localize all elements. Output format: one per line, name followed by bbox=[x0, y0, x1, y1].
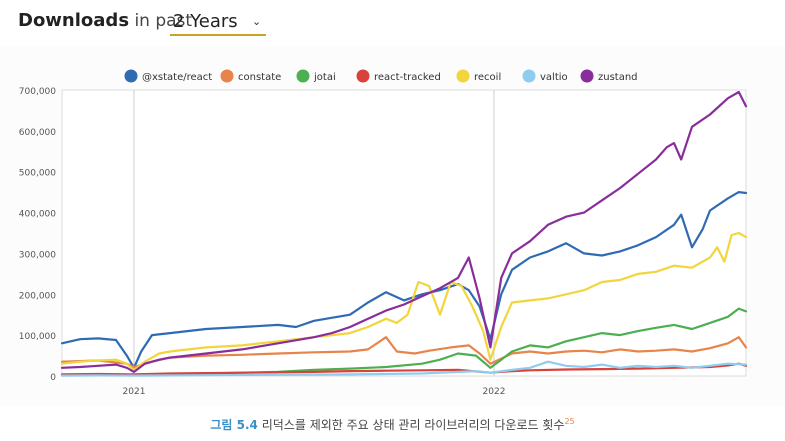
y-tick-label: 500,000 bbox=[19, 169, 56, 179]
y-tick-label: 600,000 bbox=[19, 128, 56, 138]
footnote-number: 25 bbox=[564, 417, 575, 426]
y-tick-label: 100,000 bbox=[19, 332, 56, 342]
title-rest: in past bbox=[129, 11, 193, 31]
legend-label[interactable]: jotai bbox=[313, 72, 336, 83]
header-bar: Downloads in past 2 Years ⌄ bbox=[0, 0, 785, 44]
legend-marker[interactable] bbox=[580, 69, 594, 83]
period-select-value: 2 Years bbox=[173, 11, 238, 32]
page-title: Downloads in past bbox=[18, 10, 192, 31]
legend-label[interactable]: zustand bbox=[598, 72, 638, 83]
figure-caption: 그림 5.4 리덕스를 제외한 주요 상태 관리 라이브러리의 다운로드 횟수2… bbox=[0, 416, 785, 433]
legend-label[interactable]: recoil bbox=[474, 72, 501, 83]
x-tick-label: 2022 bbox=[483, 387, 506, 397]
plot-area bbox=[61, 89, 747, 377]
y-tick-label: 400,000 bbox=[19, 210, 56, 220]
legend-label[interactable]: valtio bbox=[540, 72, 568, 83]
legend-label[interactable]: @xstate/react bbox=[142, 72, 212, 83]
series-line bbox=[60, 231, 748, 371]
period-select[interactable]: 2 Years ⌄ bbox=[170, 8, 266, 36]
legend-marker[interactable] bbox=[456, 69, 470, 83]
downloads-chart: 0 100,000 200,000 300,000 400,000 500,000 600,… bbox=[0, 46, 785, 406]
legend-label[interactable]: react-tracked bbox=[374, 72, 441, 83]
caption-text: 리덕스를 제외한 주요 상태 관리 라이브러리의 다운로드 횟수 bbox=[257, 418, 565, 432]
legend-marker[interactable] bbox=[356, 69, 370, 83]
y-tick-label: 300,000 bbox=[19, 250, 56, 260]
series-line bbox=[60, 90, 748, 373]
legend-label[interactable]: constate bbox=[238, 72, 281, 83]
legend-marker[interactable] bbox=[124, 69, 138, 83]
chevron-down-icon: ⌄ bbox=[252, 15, 262, 28]
legend-marker[interactable] bbox=[522, 69, 536, 83]
legend-marker[interactable] bbox=[220, 69, 234, 83]
y-tick-label: 200,000 bbox=[19, 291, 56, 301]
series-line bbox=[60, 360, 748, 377]
y-tick-label: 700,000 bbox=[19, 87, 56, 97]
legend-marker[interactable] bbox=[296, 69, 310, 83]
title-bold: Downloads bbox=[18, 10, 130, 31]
series-line bbox=[60, 336, 748, 369]
x-tick-label: 2021 bbox=[123, 387, 146, 397]
y-tick-label: 0 bbox=[50, 373, 56, 383]
figure-number: 그림 5.4 bbox=[210, 418, 258, 432]
